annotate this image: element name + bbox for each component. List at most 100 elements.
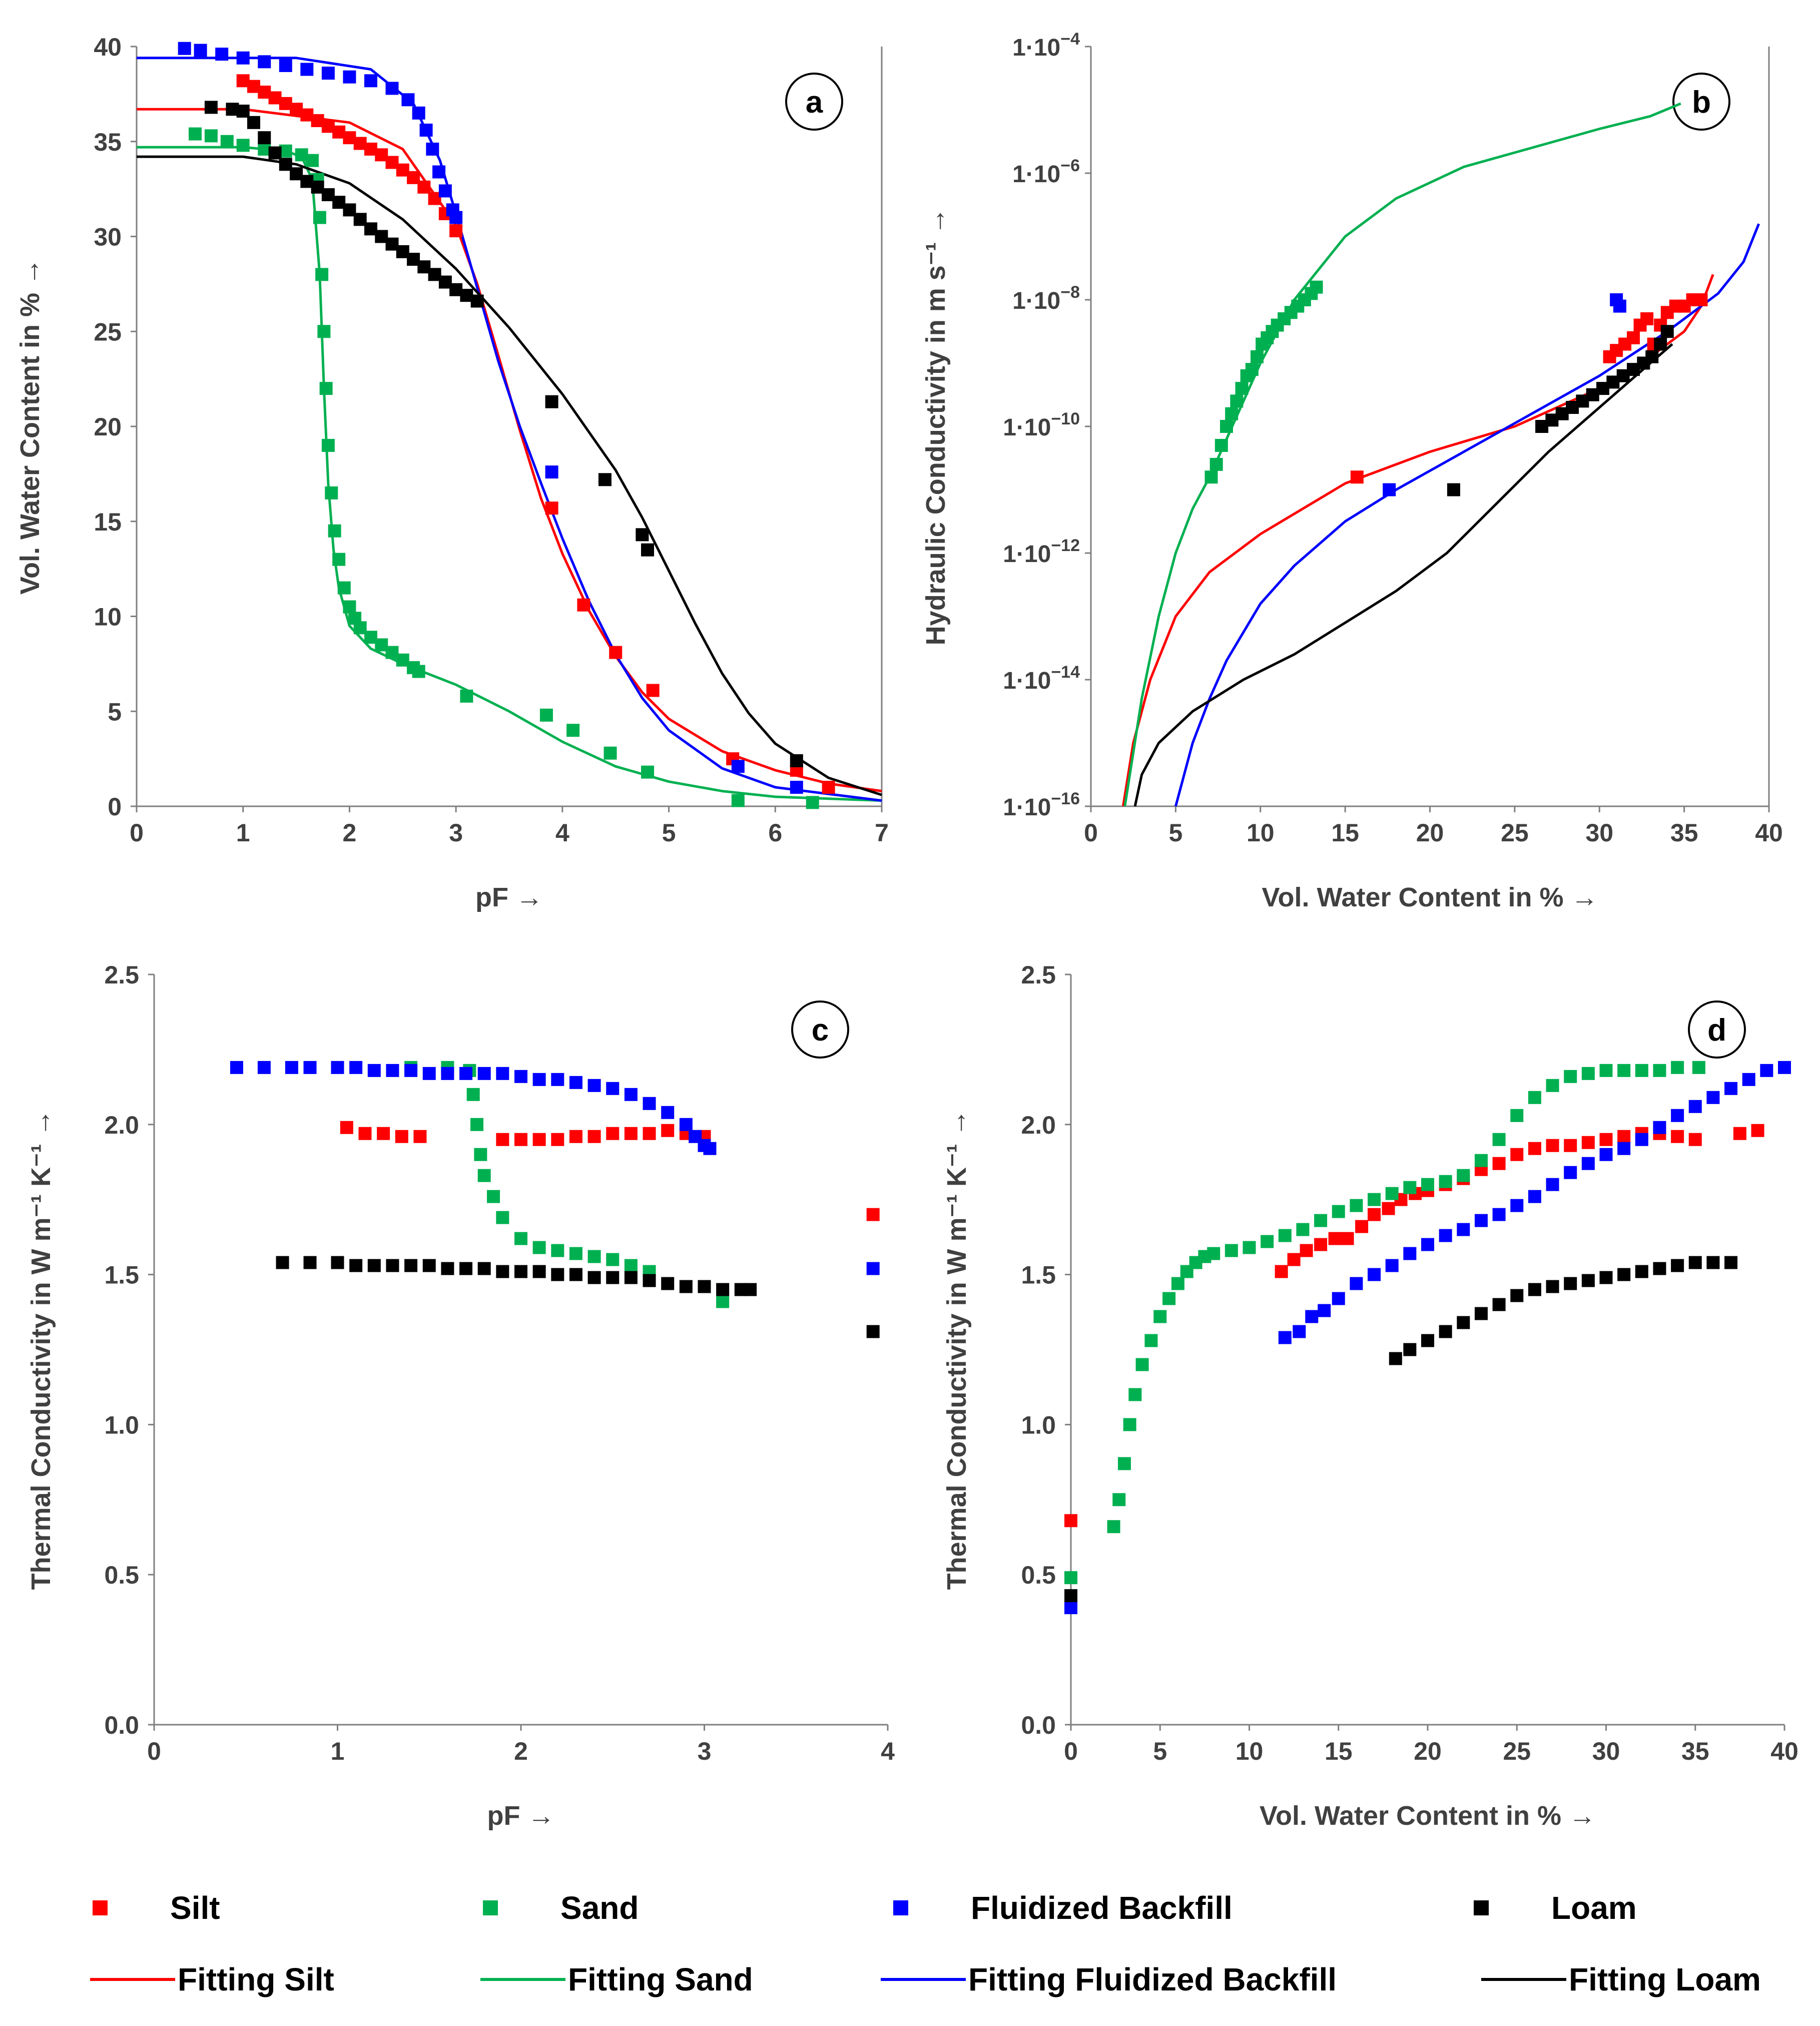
data-point-silt bbox=[514, 1133, 527, 1146]
data-point-loam bbox=[470, 294, 484, 308]
x-tick-label: 4 bbox=[555, 819, 569, 847]
data-point-sand bbox=[566, 724, 580, 737]
data-point-sand bbox=[332, 553, 346, 566]
y-tick-label: 2.5 bbox=[104, 961, 139, 989]
data-point-loam bbox=[276, 1256, 289, 1269]
data-point-loam bbox=[643, 1274, 656, 1287]
data-point-sand bbox=[1107, 1520, 1120, 1534]
data-point-backfill bbox=[1613, 299, 1626, 313]
plot-area bbox=[137, 42, 882, 809]
x-tick-label: 10 bbox=[1247, 819, 1275, 847]
data-point-backfill bbox=[230, 1061, 243, 1074]
x-tick-label: 2 bbox=[514, 1737, 528, 1765]
data-point-silt bbox=[643, 1127, 656, 1140]
data-point-backfill bbox=[1510, 1199, 1524, 1212]
x-axis-title: pF → bbox=[475, 882, 543, 912]
x-tick-label: 5 bbox=[1153, 1737, 1167, 1765]
data-point-backfill bbox=[1385, 1259, 1399, 1272]
data-point-backfill bbox=[441, 1067, 454, 1080]
data-point-sand bbox=[1439, 1175, 1452, 1188]
y-tick-base: 1·10 bbox=[1003, 668, 1051, 694]
data-point-sand bbox=[1314, 1214, 1328, 1227]
data-point-loam bbox=[236, 105, 250, 118]
data-point-loam bbox=[1546, 1280, 1559, 1293]
data-point-silt bbox=[1688, 1133, 1702, 1146]
data-point-backfill bbox=[1064, 1601, 1077, 1615]
data-point-loam bbox=[1439, 1325, 1452, 1338]
data-point-sand bbox=[1235, 382, 1249, 395]
data-point-loam bbox=[331, 1256, 344, 1269]
legend-entry-backfill-line: Fitting Fluidized Backfill bbox=[881, 1961, 1337, 1997]
data-point-loam bbox=[247, 116, 260, 129]
data-point-loam bbox=[1421, 1334, 1434, 1347]
data-point-backfill bbox=[1742, 1073, 1755, 1086]
data-point-backfill bbox=[1581, 1157, 1595, 1170]
data-point-loam bbox=[679, 1280, 693, 1293]
y-tick-label: 2.0 bbox=[104, 1111, 139, 1139]
data-point-loam bbox=[636, 528, 649, 542]
legend-label: Fitting Sand bbox=[568, 1961, 753, 1997]
data-point-backfill bbox=[438, 184, 452, 198]
data-point-backfill bbox=[432, 165, 446, 179]
x-tick-label: 30 bbox=[1585, 819, 1613, 847]
data-point-sand bbox=[1112, 1493, 1126, 1506]
data-point-sand bbox=[460, 689, 473, 703]
data-point-backfill bbox=[1564, 1166, 1577, 1179]
y-tick-label: 0.0 bbox=[104, 1711, 139, 1739]
y-axis-title: Thermal Conductivity in W m⁻¹ K⁻¹ → bbox=[942, 1109, 972, 1590]
y-tick-label: 1·10−10 bbox=[1003, 409, 1080, 441]
fit-line-backfill bbox=[137, 57, 882, 802]
panel-b: 0 5 10 15 20 25 30 35 401·10−161·10−141·10−121·1… bbox=[921, 30, 1783, 912]
data-point-sand bbox=[220, 135, 234, 148]
data-point-sand bbox=[325, 486, 338, 499]
x-tick-label: 0 bbox=[130, 819, 144, 847]
x-tick-label: 20 bbox=[1414, 1737, 1442, 1765]
data-point-backfill bbox=[343, 70, 356, 84]
data-point-sand bbox=[1474, 1154, 1488, 1167]
data-point-silt bbox=[449, 224, 463, 238]
data-point-loam bbox=[1492, 1298, 1506, 1311]
series-backfill bbox=[1064, 1061, 1791, 1615]
data-point-sand bbox=[328, 524, 341, 538]
data-point-silt bbox=[1528, 1142, 1541, 1155]
data-point-loam bbox=[551, 1268, 564, 1281]
y-tick-label: 2.5 bbox=[1021, 961, 1056, 989]
data-point-loam bbox=[587, 1271, 601, 1284]
y-tick-label: 1·10−12 bbox=[1003, 536, 1080, 568]
x-tick-label: 1 bbox=[331, 1737, 345, 1765]
data-point-sand bbox=[1220, 420, 1233, 433]
data-point-sand bbox=[1117, 1457, 1131, 1470]
data-point-sand bbox=[1144, 1334, 1158, 1347]
data-point-sand bbox=[477, 1169, 491, 1182]
data-point-sand bbox=[1128, 1388, 1142, 1401]
data-point-loam bbox=[1389, 1352, 1402, 1365]
x-tick-label: 10 bbox=[1236, 1737, 1264, 1765]
data-point-silt bbox=[624, 1127, 638, 1140]
data-point-silt bbox=[1287, 1253, 1301, 1266]
data-point-loam bbox=[1653, 1262, 1666, 1275]
series-silt bbox=[340, 1121, 880, 1221]
data-point-sand bbox=[1671, 1061, 1684, 1074]
data-point-silt bbox=[1368, 1208, 1381, 1221]
x-tick-label: 15 bbox=[1325, 1737, 1353, 1765]
data-point-loam bbox=[1581, 1274, 1595, 1287]
data-point-loam bbox=[1660, 325, 1674, 338]
data-point-backfill bbox=[364, 74, 377, 88]
data-point-sand bbox=[313, 211, 326, 224]
data-point-loam bbox=[1457, 1316, 1470, 1329]
data-point-loam bbox=[744, 1283, 757, 1296]
y-tick-base: 1·10 bbox=[1012, 288, 1060, 314]
data-point-loam bbox=[477, 1262, 491, 1275]
data-point-silt bbox=[1627, 331, 1640, 344]
y-tick-base: 1·10 bbox=[1003, 794, 1051, 821]
data-point-sand bbox=[319, 382, 333, 395]
data-point-backfill bbox=[1293, 1325, 1306, 1338]
data-point-sand bbox=[1692, 1061, 1705, 1074]
data-point-sand bbox=[551, 1244, 564, 1257]
data-point-loam bbox=[404, 1259, 418, 1272]
x-tick-label: 30 bbox=[1592, 1737, 1620, 1765]
data-point-sand bbox=[1230, 394, 1244, 408]
data-point-sand bbox=[1123, 1418, 1136, 1431]
data-point-sand bbox=[1581, 1067, 1595, 1080]
x-axis-title: Vol. Water Content in % → bbox=[1262, 882, 1598, 912]
